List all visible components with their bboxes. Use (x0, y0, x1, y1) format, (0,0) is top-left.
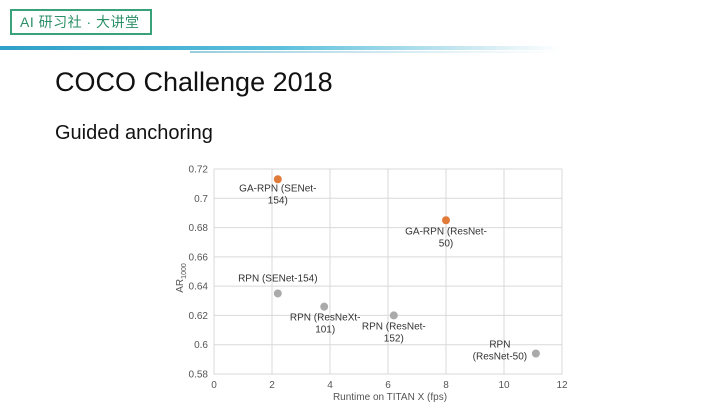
y-tick-label: 0.58 (189, 370, 209, 381)
data-point (273, 289, 282, 298)
point-label-line: 152) (384, 333, 404, 344)
point-label-line: (ResNet-50) (473, 352, 527, 363)
x-tick-label: 2 (269, 380, 275, 391)
data-point (320, 302, 329, 311)
x-tick-label: 12 (556, 380, 568, 391)
x-tick-label: 6 (385, 380, 391, 391)
axes: 0.58 0.6 0.62 0.64 0.66 0.68 0.7 0.72 0 2 4 6 8 10 12 (189, 165, 568, 392)
y-axis-title-main: AR (175, 279, 186, 293)
point-label: RPN (SENet-154) (238, 273, 317, 284)
slide-title: COCO Challenge 2018 (55, 67, 333, 97)
point-label-line: RPN (ResNet- (362, 321, 426, 332)
point-label: GA-RPN (SENet-154) (239, 183, 316, 206)
y-tick-label: 0.6 (194, 340, 208, 351)
point-labels: GA-RPN (SENet-154) GA-RPN (ResNet-50) RPN … (238, 183, 527, 362)
x-tick-label: 8 (443, 380, 449, 391)
point-label-line: GA-RPN (ResNet- (405, 226, 487, 237)
data-point (389, 311, 398, 320)
point-label-line: RPN (SENet-154) (238, 273, 317, 284)
point-label-line: 154) (268, 195, 288, 206)
data-point (531, 349, 540, 358)
y-tick-label: 0.66 (189, 252, 209, 263)
x-tick-label: 4 (327, 380, 333, 391)
point-label-line: GA-RPN (SENet- (239, 183, 316, 194)
grid-lines (213, 168, 563, 375)
plot-frame (213, 168, 563, 375)
point-label-line: RPN (489, 340, 510, 351)
point-label: RPN (ResNet-50) (473, 340, 527, 363)
data-point (273, 175, 282, 184)
x-tick-label: 10 (498, 380, 510, 391)
point-label: RPN (ResNeXt-101) (290, 313, 361, 336)
data-point (442, 216, 450, 225)
point-label: RPN (ResNet-152) (362, 321, 426, 344)
y-tick-label: 0.64 (189, 282, 209, 293)
x-axis-title: Runtime on TITAN X (fps) (333, 392, 447, 403)
data-points (273, 175, 540, 358)
point-label-line: RPN (ResNeXt- (290, 313, 361, 324)
logo-text: AI 研习社 · 大讲堂 (20, 14, 140, 30)
point-label-line: 50) (439, 238, 453, 249)
y-axis-title: AR1000 (175, 263, 188, 293)
header-stripe (0, 46, 560, 50)
header-stripe-thin (190, 51, 560, 53)
point-label: GA-RPN (ResNet-50) (405, 226, 487, 249)
slide-subtitle: Guided anchoring (55, 122, 213, 144)
logo-badge: AI 研习社 · 大讲堂 (10, 9, 152, 35)
y-tick-label: 0.68 (189, 223, 209, 234)
y-tick-label: 0.72 (189, 165, 209, 176)
x-tick-label: 0 (211, 380, 217, 391)
y-tick-label: 0.62 (189, 311, 209, 322)
point-label-line: 101) (315, 325, 335, 336)
y-axis-title-sub: 1000 (181, 263, 188, 279)
y-tick-label: 0.7 (194, 194, 208, 205)
